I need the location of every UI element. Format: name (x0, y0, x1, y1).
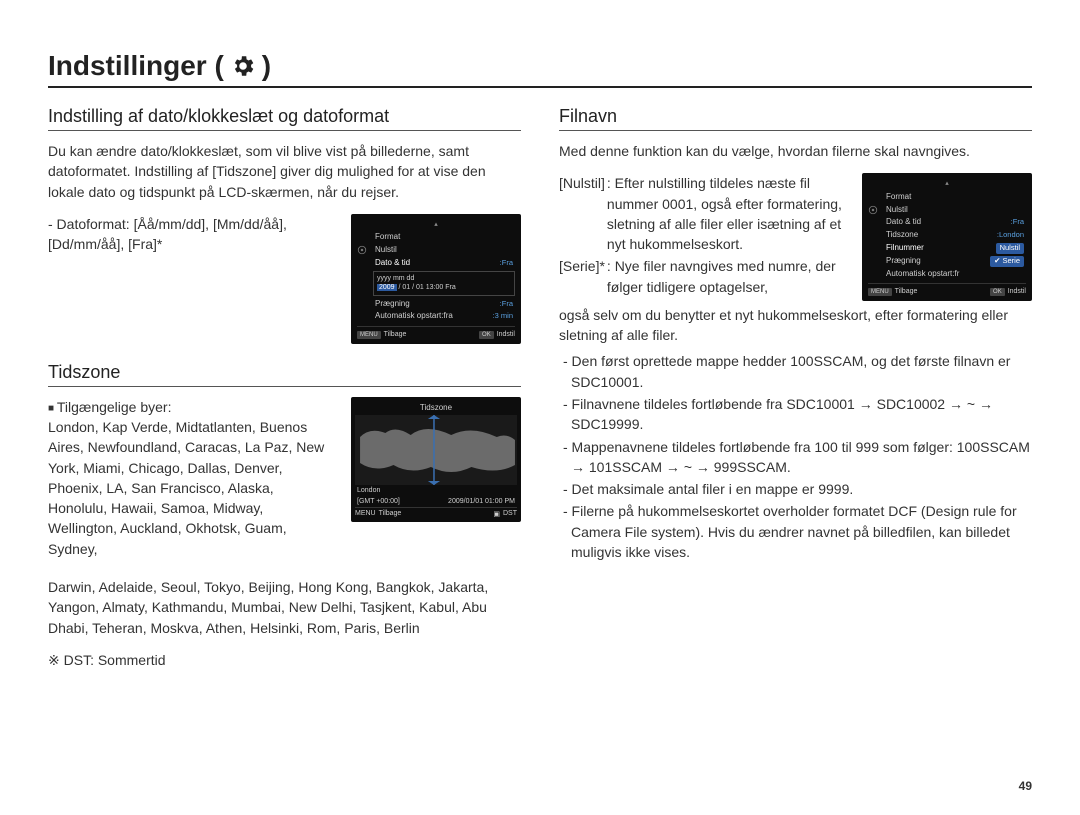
ok-label: Indstil (1008, 287, 1026, 296)
dst-label: DST (503, 510, 517, 517)
lcd-row-label: Automatisk opstart:fr (886, 269, 959, 280)
def-label: [Nulstil] (559, 173, 605, 254)
lcd-date-value: 2009 / 01 / 01 13:00 Fra (377, 283, 511, 292)
dst-note: ※ DST: Sommertid (48, 652, 521, 669)
lcd-file-sidebar (868, 191, 880, 281)
lcd-row-val: :3 min (493, 311, 513, 322)
lcd-date-footer: MENUTilbage OKIndstil (357, 326, 515, 339)
tz-gmt-line: [GMT +00:00] 2009/01/01 01:00 PM (355, 496, 517, 507)
heading-timezone: Tidszone (48, 362, 521, 387)
lcd-date-caret: ▴ (357, 220, 515, 229)
lcd-row-val: :Fra (1011, 217, 1024, 228)
lcd-file-list: Format Nulstil Dato & tid :Fra Tidszone :L… (884, 191, 1026, 281)
ok-label: Indstil (497, 330, 515, 339)
lcd-row-label: Prægning (886, 256, 921, 267)
columns: Indstilling af dato/klokkeslæt og datofo… (48, 102, 1032, 669)
lcd-row-label: Prægning (375, 299, 410, 310)
ok-btn-icon: OK (479, 331, 494, 339)
lcd-row-label: Format (375, 232, 400, 243)
dst-btn-icon: ▣ (493, 510, 500, 518)
filename-body: Med denne funktion kan du vælge, hvordan… (559, 141, 1032, 161)
lcd-date-sidebar (357, 231, 369, 323)
cities-text: Tilgængelige byer: London, Kap Verde, Mi… (48, 397, 335, 559)
title-prefix: Indstillinger ( (48, 50, 224, 82)
filename-defs-row: [Nulstil] : Efter nulstilling tildeles n… (559, 173, 1032, 300)
lcd-row-label: Nulstil (375, 245, 397, 256)
dateformat-label: - Datoformat: (48, 216, 130, 232)
back-label: Tilbage (895, 287, 918, 296)
lcd-date-rest: / 01 / 01 13:00 Fra (397, 284, 456, 291)
lcd-row-val: :Fra (500, 299, 513, 310)
lcd-date-screen: ▴ Format Nulstil Dato & tid :Fra yyyy mm … (351, 214, 521, 344)
lcd-row-label: Dato & tid (375, 258, 410, 269)
tz-city-line: London (355, 485, 517, 496)
heading-filename: Filnavn (559, 106, 1032, 131)
timezone-row: Tilgængelige byer: London, Kap Verde, Mi… (48, 397, 521, 559)
def-text-partial: : Nye filer navngives med numre, der føl… (607, 256, 846, 297)
back-label: Tilbage (379, 510, 402, 517)
ok-btn-icon: OK (990, 288, 1005, 296)
def-text: : Efter nulstilling tildeles næste fil n… (607, 173, 846, 254)
tz-footer: MENUTilbage ▣DST (355, 507, 517, 518)
back-label: Tilbage (384, 330, 407, 339)
lcd-row-val: :Fra (500, 258, 513, 269)
lcd-date-year: 2009 (377, 284, 397, 291)
def-label: [Serie]* (559, 256, 605, 297)
left-column: Indstilling af dato/klokkeslæt og datofo… (48, 102, 521, 669)
lcd-date-editor: yyyy mm dd 2009 / 01 / 01 13:00 Fra (373, 271, 515, 296)
cities-list-partial: London, Kap Verde, Midtatlanten, Buenos … (48, 417, 335, 559)
lcd-row-label: Filnummer (886, 243, 924, 254)
lcd-row-val: ✔ Serie (990, 256, 1024, 267)
lcd-row-label: Format (886, 192, 911, 203)
lcd-file-caret: ▴ (868, 179, 1026, 188)
datetime-body: Du kan ændre dato/klokkeslæt, som vil bl… (48, 141, 521, 202)
heading-datetime: Indstilling af dato/klokkeslæt og datofo… (48, 106, 521, 131)
cities-lead: Tilgængelige byer: (48, 397, 335, 417)
tz-gmt: [GMT +00:00] (357, 498, 400, 505)
lcd-date-format-hint: yyyy mm dd (377, 274, 511, 283)
page-title: Indstillinger ( ) (48, 50, 1032, 88)
page-number: 49 (1019, 779, 1032, 793)
lcd-row-label: Dato & tid (886, 217, 921, 228)
dash-item: - Mappenavnene tildeles fortløbende fra … (559, 437, 1032, 478)
dateformat-text: - Datoformat: [Åå/mm/dd], [Mm/dd/åå], [D… (48, 214, 335, 255)
lcd-timezone-screen: Tidszone London [GMT +00:00] (351, 397, 521, 522)
title-suffix: ) (262, 50, 271, 82)
tz-datetime: 2009/01/01 01:00 PM (448, 498, 515, 505)
lcd-date-list: Format Nulstil Dato & tid :Fra yyyy mm dd… (373, 231, 515, 323)
tz-city: London (357, 487, 380, 494)
lcd-row-val: Nulstil (996, 243, 1024, 254)
dateformat-row: - Datoformat: [Åå/mm/dd], [Mm/dd/åå], [D… (48, 214, 521, 344)
lcd-row-label: Automatisk opstart:fra (375, 311, 453, 322)
menu-btn-icon: MENU (868, 288, 892, 296)
menu-btn-icon: MENU (355, 510, 376, 517)
lcd-file-screen: ▴ Format Nulstil Dato & tid :Fra Tidszone… (862, 173, 1032, 300)
def-nulstil: [Nulstil] : Efter nulstilling tildeles n… (559, 173, 846, 254)
gear-icon (230, 53, 256, 79)
dash-item: - Filnavnene tildeles fortløbende fra SD… (559, 394, 1032, 435)
dash-item: - Det maksimale antal filer i en mappe e… (559, 479, 1032, 499)
right-column: Filnavn Med denne funktion kan du vælge,… (559, 102, 1032, 669)
dash-item: - Den først oprettede mappe hedder 100SS… (559, 351, 1032, 392)
def-serie-continued: også selv om du benytter et nyt hukommel… (559, 305, 1032, 346)
world-map-icon (355, 415, 517, 485)
menu-btn-icon: MENU (357, 331, 381, 339)
dash-item: - Filerne på hukommelseskortet overholde… (559, 501, 1032, 562)
lcd-file-footer: MENUTilbage OKIndstil (868, 283, 1026, 296)
tz-title: Tidszone (355, 401, 517, 415)
cities-continued: Darwin, Adelaide, Seoul, Tokyo, Beijing,… (48, 577, 521, 638)
filename-notes: - Den først oprettede mappe hedder 100SS… (559, 351, 1032, 562)
filename-defs: [Nulstil] : Efter nulstilling tildeles n… (559, 173, 846, 299)
lcd-row-label: Tidszone (886, 230, 918, 241)
lcd-row-val: :London (997, 230, 1024, 241)
lcd-row-label: Nulstil (886, 205, 908, 216)
def-serie: [Serie]* : Nye filer navngives med numre… (559, 256, 846, 297)
